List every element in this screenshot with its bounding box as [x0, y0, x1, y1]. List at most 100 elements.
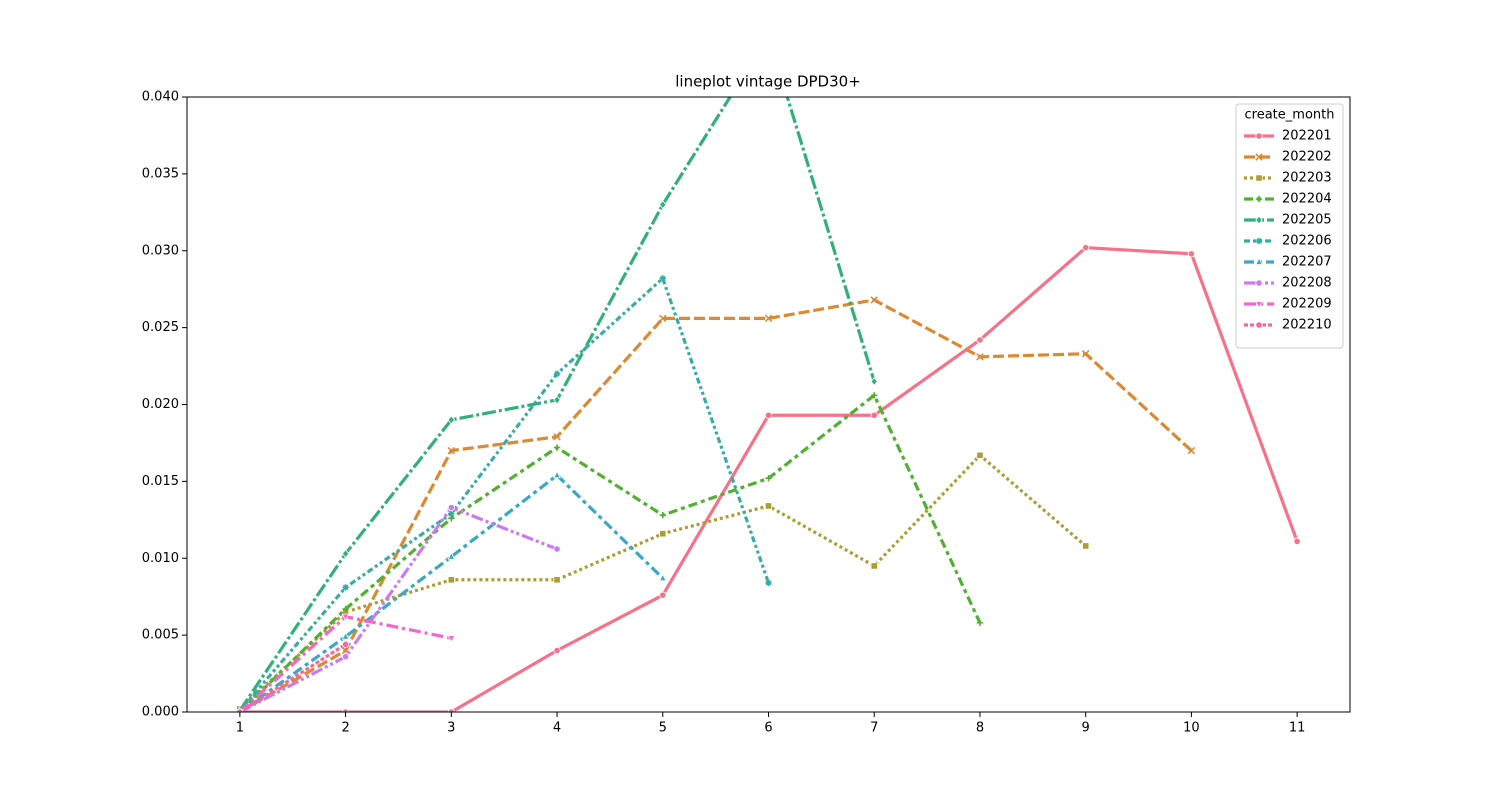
x-tick-label: 5: [659, 721, 667, 736]
x-tick-label: 3: [447, 721, 455, 736]
data-point: [553, 576, 561, 584]
x-tick-label: 2: [341, 721, 349, 736]
data-point: [976, 353, 984, 361]
data-point: [871, 392, 878, 399]
legend-label: 202203: [1282, 171, 1332, 186]
legend-marker: [1255, 257, 1263, 265]
data-point: [342, 605, 349, 613]
data-point: [765, 475, 772, 482]
legend-label: 202201: [1282, 129, 1332, 144]
data-point: [1187, 250, 1196, 258]
legend-label: 202210: [1282, 318, 1332, 333]
data-point: [553, 433, 561, 441]
legend-label: 202204: [1282, 192, 1332, 207]
series-line: [239, 643, 347, 712]
y-tick-label: 0.020: [142, 397, 179, 412]
legend-marker: [1255, 321, 1263, 329]
y-tick-label: 0.010: [142, 551, 179, 566]
data-point: [236, 708, 244, 712]
data-point: [764, 314, 773, 323]
legend-box: [1235, 103, 1344, 349]
data-point: [553, 395, 561, 405]
x-tick-label: 11: [1289, 721, 1306, 736]
legend-marker: [1255, 132, 1263, 140]
legend-label: 202207: [1282, 255, 1332, 270]
x-tick-label: 8: [976, 721, 984, 736]
data-point: [765, 579, 772, 587]
series-line: [238, 473, 664, 712]
series-line: [239, 505, 558, 712]
data-point: [976, 451, 984, 459]
y-tick-label: 0.000: [142, 705, 179, 720]
legend-marker: [1255, 279, 1263, 287]
data-point: [1082, 244, 1090, 252]
data-point: [764, 411, 773, 419]
data-point: [341, 613, 350, 622]
data-point: [447, 708, 455, 712]
y-tick-label: 0.035: [142, 166, 179, 181]
legend-marker: [1255, 174, 1263, 182]
legend-marker: [1255, 195, 1263, 203]
data-point: [341, 631, 350, 640]
legend-label: 202206: [1282, 234, 1332, 249]
series-line: [238, 275, 771, 712]
data-point: [341, 653, 350, 661]
plot-area: [236, 32, 1301, 712]
data-point: [1081, 350, 1090, 358]
legend-label: 202208: [1282, 276, 1332, 291]
data-point: [976, 336, 984, 344]
data-point: [659, 275, 666, 282]
series-line: [238, 392, 982, 712]
series-line: [238, 453, 1087, 711]
data-point: [553, 444, 561, 451]
data-point: [1082, 542, 1090, 550]
y-tick-label: 0.015: [142, 474, 179, 489]
legend-title: create_month: [1245, 108, 1335, 123]
legend-marker: [1255, 301, 1263, 309]
x-tick-label: 7: [870, 721, 878, 736]
data-point: [870, 562, 878, 570]
data-point: [659, 591, 667, 599]
data-point: [553, 370, 561, 377]
legend-marker: [1255, 215, 1263, 225]
data-point: [659, 530, 667, 538]
legend-marker: [1255, 237, 1263, 245]
data-point: [553, 545, 561, 553]
data-point: [976, 619, 984, 627]
x-tick-label: 6: [764, 721, 772, 736]
legend-label: 202209: [1282, 297, 1332, 312]
x-tick-label: 10: [1183, 721, 1200, 736]
data-point: [659, 314, 667, 323]
data-point: [447, 446, 456, 455]
data-point: [447, 415, 456, 425]
x-tick-label: 4: [553, 721, 561, 736]
y-tick-label: 0.030: [142, 243, 179, 258]
data-point: [553, 646, 561, 655]
y-tick-label: 0.025: [142, 320, 179, 335]
chart-title: lineplot vintage DPD30+: [675, 73, 861, 91]
x-tick-label: 9: [1082, 721, 1090, 736]
data-point: [341, 708, 350, 712]
data-point: [765, 32, 771, 40]
data-point: [1293, 537, 1301, 545]
data-point: [764, 502, 773, 510]
data-point: [447, 635, 456, 643]
legend-marker: [1255, 153, 1263, 161]
y-tick-label: 0.005: [142, 628, 179, 643]
data-point: [341, 549, 350, 559]
data-point: [447, 551, 456, 560]
data-point: [1187, 446, 1196, 455]
y-tick-label: 0.040: [142, 90, 179, 105]
data-point: [448, 510, 455, 517]
data-point: [447, 576, 455, 584]
data-point: [870, 296, 878, 304]
data-point: [342, 584, 349, 591]
legend-label: 202205: [1282, 213, 1332, 228]
legend: create_month 202201 202202 202203 202204 2022…: [1235, 103, 1344, 349]
data-point: [659, 512, 666, 519]
data-point: [659, 200, 667, 210]
legend-label: 202202: [1282, 150, 1332, 165]
x-tick-label: 1: [236, 721, 244, 736]
data-point: [341, 640, 350, 648]
